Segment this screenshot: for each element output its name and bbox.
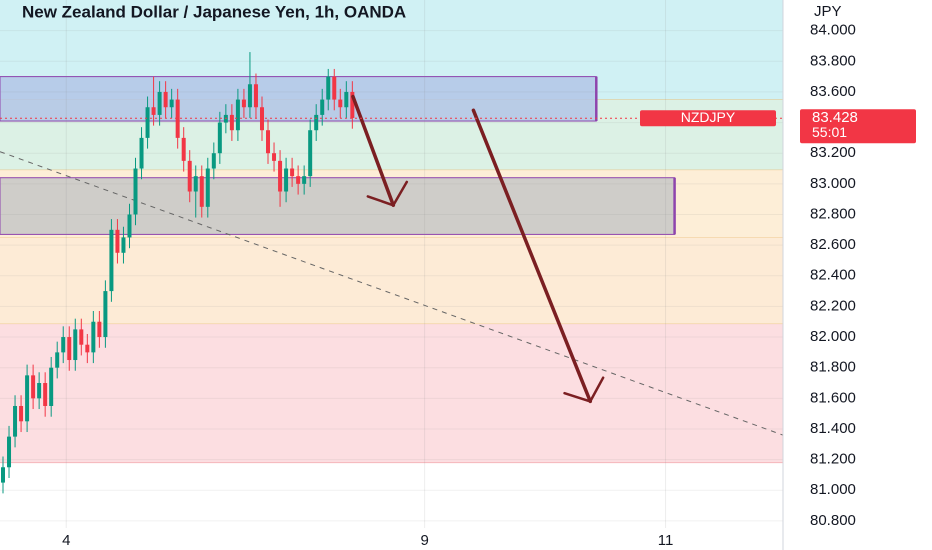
candle-body [205,168,210,207]
candle-body [25,375,30,422]
arrow-head [392,180,409,207]
candle-body [127,214,132,238]
candle-body [7,436,12,468]
candle-body [278,160,283,192]
candle-body [187,160,192,192]
candle-body [115,229,120,253]
candle-body [175,99,180,138]
y-tick-label: 82.000 [810,328,856,345]
candle-body [37,383,42,399]
price-label-bg [800,109,916,144]
candle-body [314,114,319,131]
candle-body [103,291,108,338]
symbol-label: NZDJPY [681,109,736,125]
arrow [351,94,396,208]
x-tick-label: 11 [658,532,674,549]
chart-title: New Zealand Dollar / Japanese Yen, 1h, O… [22,2,406,21]
y-tick-label: 83.800 [810,52,856,69]
zone [0,237,783,325]
y-tick-label: 83.200 [810,144,856,161]
candle-body [121,237,126,253]
candle-body [229,114,234,131]
price-axis-panel [783,0,932,550]
y-tick-label: 82.600 [810,236,856,253]
candle-body [199,176,204,207]
y-tick-label: 80.800 [810,512,856,529]
arrow-head [563,391,592,403]
candle-body [79,329,84,345]
candle-body [31,375,36,399]
candle-body [49,367,54,406]
candle-body [284,168,289,192]
candle-body [217,122,222,154]
candle-body [157,91,162,115]
candle-body [211,153,216,169]
candle-body [266,130,271,154]
candle-body [181,137,186,161]
y-tick-label: 81.200 [810,451,856,468]
candle-body [326,76,331,100]
candle-body [253,84,258,108]
zone [0,324,783,463]
countdown-label: 55:01 [812,124,847,140]
candle-body [296,176,301,184]
candle-body [332,76,337,100]
plot-area [0,0,784,528]
candle-body [169,99,174,108]
y-tick-label: 82.800 [810,205,856,222]
candle-body [241,99,246,108]
y-tick-label: 82.400 [810,267,856,284]
candle-body [145,107,150,138]
x-tick-label: 9 [420,532,428,549]
candle-body [302,176,307,184]
candle-body [19,405,24,422]
arrow-head [366,195,395,207]
candle-body [133,168,138,215]
symbol-label-bg [640,110,776,127]
candle-body [97,321,102,338]
y-tick-label: 83.600 [810,83,856,100]
candle-body [151,107,156,115]
candle-body [163,91,168,108]
candle-body [139,137,144,169]
candle-body [1,467,5,483]
price-label: 83.428 [812,109,858,126]
y-tick-label: 82.200 [810,297,856,314]
candle-body [55,352,60,368]
candle-body [43,383,48,406]
y-tick-label: 83.000 [810,175,856,192]
candle-body [344,91,349,108]
candle-body [67,337,72,361]
candle-body [193,176,198,192]
candle-body [338,99,343,108]
arrow [471,108,593,404]
candle-body [109,229,114,292]
y-tick-label: 81.600 [810,389,856,406]
candle-body [235,99,240,131]
candle-body [85,344,90,353]
candle-body [73,329,78,361]
candle-body [13,405,18,437]
candle-body [247,84,252,108]
candle-body [290,168,295,177]
candle-body [91,321,96,353]
y-tick-label: 81.400 [810,420,856,437]
arrow-head [589,376,605,403]
trend-line [0,151,784,436]
candle-body [272,153,277,161]
y-tick-label: 84.000 [810,22,856,39]
y-tick-label: 81.800 [810,359,856,376]
zone [0,177,676,235]
candle-body [350,91,355,118]
y-tick-label: 81.000 [810,481,856,498]
x-tick-label: 4 [62,532,70,549]
zone [0,76,597,122]
candle-body [320,99,325,115]
candle-body [61,337,66,353]
candle-body [308,130,313,177]
axis-unit: JPY [814,3,842,20]
